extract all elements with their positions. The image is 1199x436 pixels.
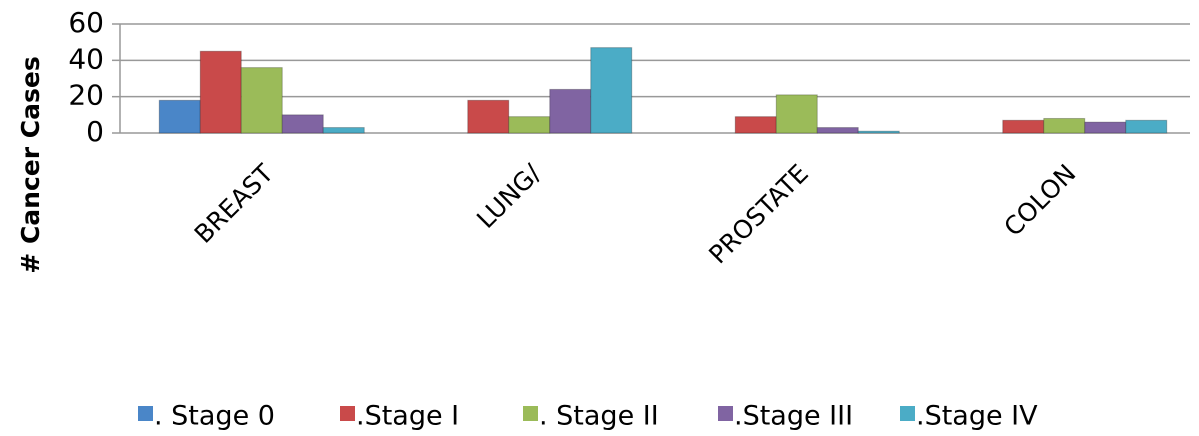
- bar: [1043, 117, 1086, 134]
- x-tick-label: BREAST: [189, 158, 280, 249]
- legend-label: .Stage III: [734, 401, 853, 432]
- bar: [1084, 121, 1127, 134]
- bar: [775, 94, 818, 134]
- x-tick-label: COLON: [998, 159, 1081, 242]
- bar: [1125, 119, 1168, 134]
- legend-label: . Stage 0: [154, 401, 275, 432]
- x-tick-label: LUNG/: [471, 158, 547, 234]
- x-tick-label: PROSTATE: [703, 159, 814, 270]
- legend-label: . Stage II: [539, 401, 659, 432]
- y-tick-label: 60: [68, 6, 104, 39]
- legend-marker: [340, 406, 355, 421]
- y-tick-label: 20: [68, 79, 104, 112]
- bar: [158, 99, 201, 134]
- bar: [467, 99, 510, 134]
- bar: [281, 114, 324, 134]
- legend-marker: [523, 406, 538, 421]
- bar: [816, 127, 859, 134]
- bar: [549, 88, 592, 134]
- bar: [1002, 119, 1045, 134]
- bar: [590, 47, 633, 134]
- legend-marker: [900, 406, 915, 421]
- legend-label: .Stage I: [356, 401, 459, 432]
- y-tick-label: 40: [68, 42, 104, 75]
- bar: [240, 67, 283, 134]
- bar: [857, 130, 900, 134]
- bar: [199, 50, 242, 134]
- y-tick-label: 0: [86, 115, 104, 148]
- bar: [322, 127, 365, 134]
- bar: [508, 116, 551, 134]
- legend-label: .Stage IV: [916, 401, 1038, 432]
- bar: [734, 116, 777, 134]
- y-axis-label: # Cancer Cases: [16, 56, 45, 273]
- legend-marker: [718, 406, 733, 421]
- legend-marker: [138, 406, 153, 421]
